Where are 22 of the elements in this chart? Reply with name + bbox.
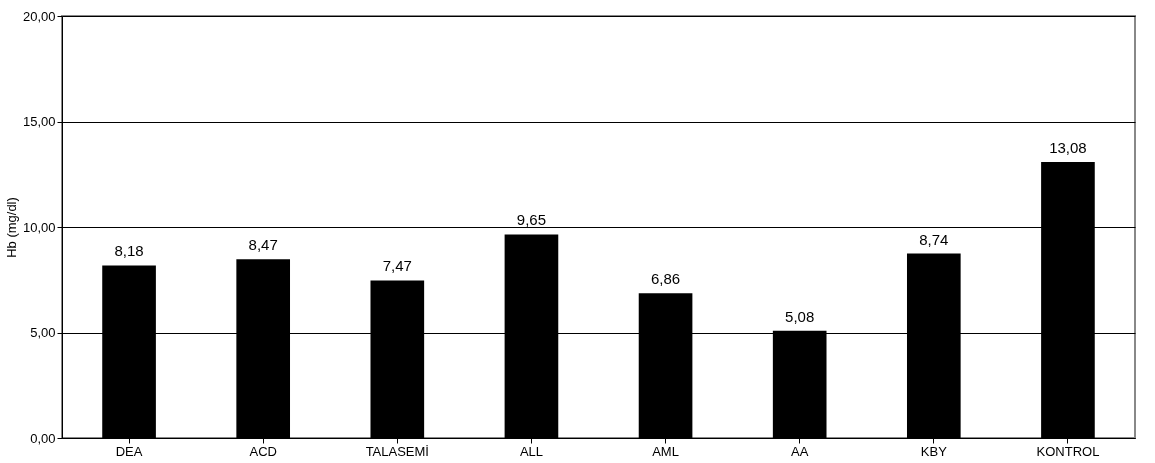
data-label: 8,74 bbox=[919, 230, 949, 248]
data-label: 8,47 bbox=[248, 236, 278, 254]
x-tick-label: ACD bbox=[249, 443, 277, 459]
x-tick-label: AML bbox=[652, 443, 679, 459]
x-tick-label: ALL bbox=[519, 443, 544, 459]
x-tick-label: KBY bbox=[920, 443, 948, 459]
x-tick-label: TALASEMİ bbox=[365, 443, 429, 459]
data-label: 9,65 bbox=[516, 211, 547, 229]
y-tick-label: 10,00 bbox=[22, 219, 56, 235]
y-tick-label: 0,00 bbox=[30, 430, 56, 446]
y-tick-label: 20,00 bbox=[22, 8, 56, 24]
data-label: 13,08 bbox=[1049, 139, 1087, 157]
y-tick-label: 5,00 bbox=[30, 325, 56, 340]
x-tick-label: AA bbox=[791, 443, 809, 459]
y-tick-label: 15,00 bbox=[22, 114, 56, 129]
data-label: 8,18 bbox=[114, 242, 144, 260]
y-axis-title: Hb (mg/dl) bbox=[3, 197, 19, 258]
x-tick-label: KONTROL bbox=[1036, 443, 1100, 459]
data-label: 6,86 bbox=[650, 270, 681, 288]
x-tick-label: DEA bbox=[115, 443, 143, 459]
data-label: 5,08 bbox=[785, 307, 815, 325]
data-label: 7,47 bbox=[382, 257, 412, 275]
